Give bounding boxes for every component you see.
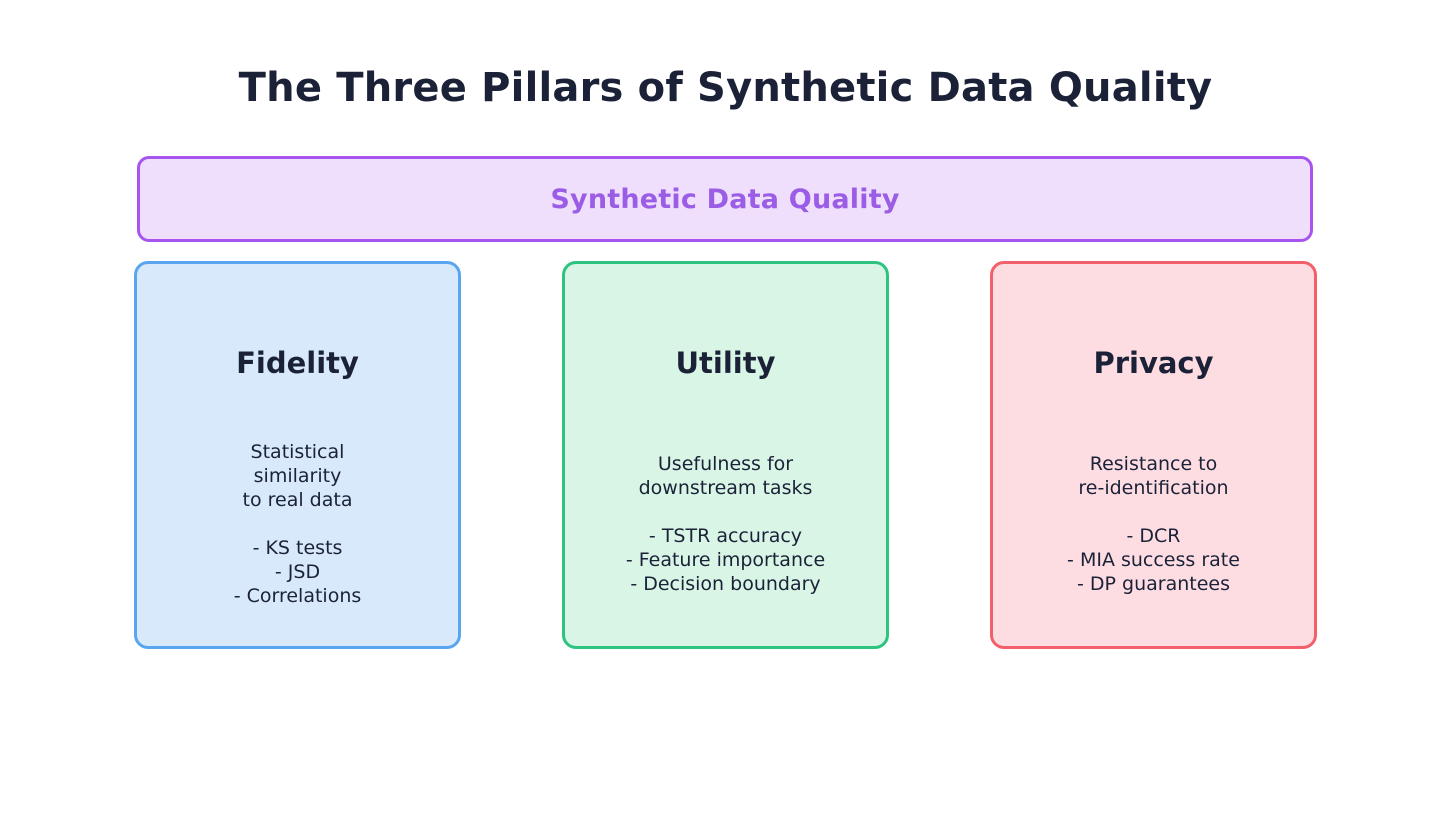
pillar-title-fidelity: Fidelity xyxy=(236,346,359,380)
pillar-card-utility: Utility Usefulness for downstream tasks … xyxy=(562,261,889,649)
page-title: The Three Pillars of Synthetic Data Qual… xyxy=(238,65,1213,111)
pillar-title-privacy: Privacy xyxy=(1093,346,1214,380)
pillar-body-privacy: Resistance to re-identification - DCR - … xyxy=(1067,453,1240,595)
root-node-synthetic-data-quality: Synthetic Data Quality xyxy=(137,156,1313,242)
pillar-body-fidelity: Statistical similarity to real data - KS… xyxy=(233,441,362,607)
pillar-card-fidelity: Fidelity Statistical similarity to real … xyxy=(134,261,461,649)
pillar-card-privacy: Privacy Resistance to re-identification … xyxy=(990,261,1317,649)
pillar-body-utility: Usefulness for downstream tasks - TSTR a… xyxy=(625,453,826,595)
pillar-title-utility: Utility xyxy=(675,346,776,380)
root-node-label: Synthetic Data Quality xyxy=(550,183,900,215)
